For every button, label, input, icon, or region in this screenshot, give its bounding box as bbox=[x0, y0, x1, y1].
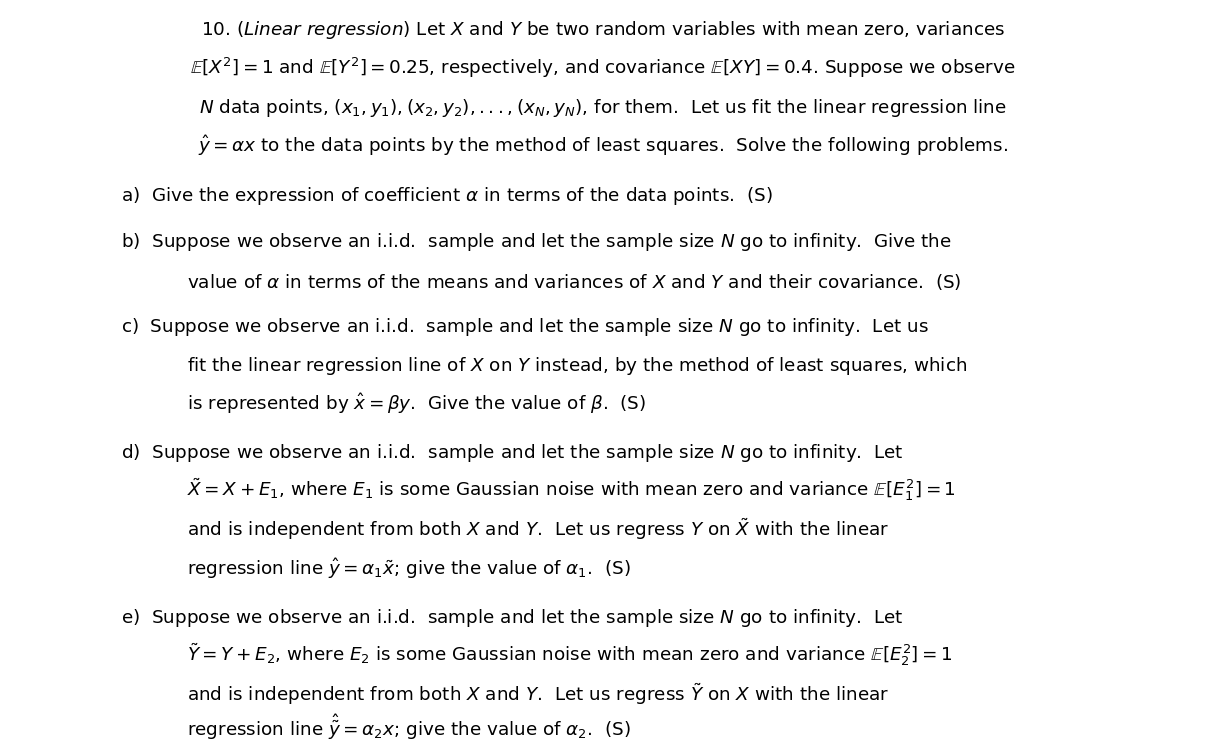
Text: 10. ($\it{Linear\ regression}$) Let $X$ and $Y$ be two random variables with mea: 10. ($\it{Linear\ regression}$) Let $X$ … bbox=[201, 20, 1005, 41]
Text: c)  Suppose we observe an i.i.d.  sample and let the sample size $N$ go to infin: c) Suppose we observe an i.i.d. sample a… bbox=[121, 316, 929, 338]
Text: a)  Give the expression of coefficient $\alpha$ in terms of the data points.  (S: a) Give the expression of coefficient $\… bbox=[121, 185, 772, 207]
Text: value of $\alpha$ in terms of the means and variances of $X$ and $Y$ and their c: value of $\alpha$ in terms of the means … bbox=[187, 272, 961, 292]
Text: $\mathbb{E}[X^2] = 1$ and $\mathbb{E}[Y^2] = 0.25$, respectively, and covariance: $\mathbb{E}[X^2] = 1$ and $\mathbb{E}[Y^… bbox=[191, 56, 1015, 80]
Text: $\tilde{Y} = Y + E_2$, where $E_2$ is some Gaussian noise with mean zero and var: $\tilde{Y} = Y + E_2$, where $E_2$ is so… bbox=[187, 642, 953, 668]
Text: fit the linear regression line of $X$ on $Y$ instead, by the method of least squ: fit the linear regression line of $X$ on… bbox=[187, 356, 967, 377]
Text: and is independent from both $X$ and $Y$.  Let us regress $\tilde{Y}$ on $X$ wit: and is independent from both $X$ and $Y$… bbox=[187, 682, 889, 707]
Text: $\hat{y} = \alpha x$ to the data points by the method of least squares.  Solve t: $\hat{y} = \alpha x$ to the data points … bbox=[198, 134, 1008, 158]
Text: d)  Suppose we observe an i.i.d.  sample and let the sample size $N$ go to infin: d) Suppose we observe an i.i.d. sample a… bbox=[121, 442, 903, 464]
Text: $N$ data points, $(x_1, y_1), (x_2, y_2), ..., (x_N, y_N)$, for them.  Let us fi: $N$ data points, $(x_1, y_1), (x_2, y_2)… bbox=[199, 98, 1007, 119]
Text: regression line $\hat{\tilde{y}} = \alpha_2 x$; give the value of $\alpha_2$.  (: regression line $\hat{\tilde{y}} = \alph… bbox=[187, 713, 631, 742]
Text: b)  Suppose we observe an i.i.d.  sample and let the sample size $N$ go to infin: b) Suppose we observe an i.i.d. sample a… bbox=[121, 231, 952, 253]
Text: is represented by $\hat{x} = \beta y$.  Give the value of $\beta$.  (S): is represented by $\hat{x} = \beta y$. G… bbox=[187, 392, 646, 416]
Text: $\tilde{X} = X + E_1$, where $E_1$ is some Gaussian noise with mean zero and var: $\tilde{X} = X + E_1$, where $E_1$ is so… bbox=[187, 477, 956, 503]
Text: and is independent from both $X$ and $Y$.  Let us regress $Y$ on $\tilde{X}$ wit: and is independent from both $X$ and $Y$… bbox=[187, 517, 889, 542]
Text: e)  Suppose we observe an i.i.d.  sample and let the sample size $N$ go to infin: e) Suppose we observe an i.i.d. sample a… bbox=[121, 608, 903, 629]
Text: regression line $\hat{y} = \alpha_1 \tilde{x}$; give the value of $\alpha_1$.  (: regression line $\hat{y} = \alpha_1 \til… bbox=[187, 556, 631, 581]
